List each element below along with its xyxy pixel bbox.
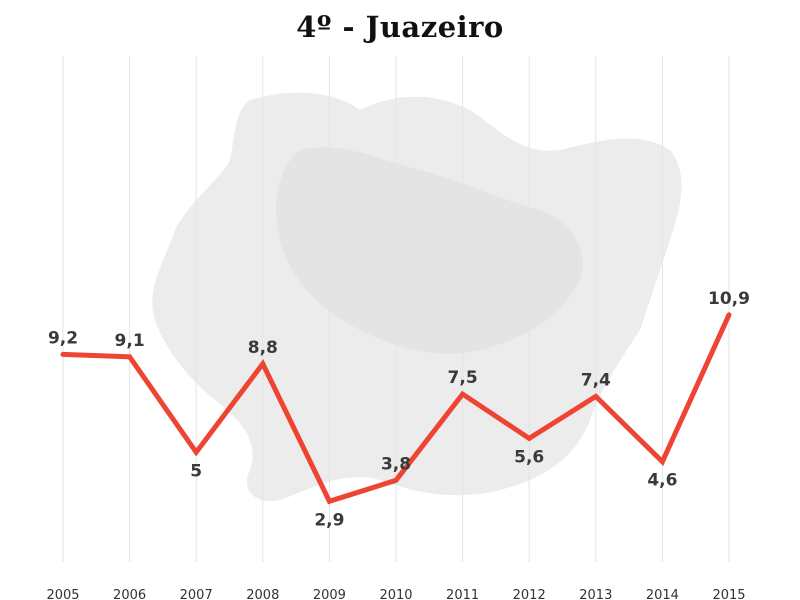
x-tick-label: 2014 bbox=[646, 588, 679, 600]
x-tick-label: 2013 bbox=[579, 588, 612, 600]
series-line-group bbox=[60, 312, 732, 505]
data-label: 5 bbox=[190, 461, 202, 481]
data-label: 8,8 bbox=[248, 338, 278, 358]
map-silhouette-icon bbox=[152, 92, 682, 501]
data-labels: 9,2 9,1 5 8,8 2,9 3,8 7,5 5,6 7,4 4,6 10,9 bbox=[48, 289, 750, 530]
vertical-grid bbox=[62, 56, 730, 562]
chart-title: 4º - Juazeiro bbox=[296, 10, 504, 44]
series-line bbox=[60, 312, 732, 505]
x-tick-label: 2006 bbox=[113, 588, 146, 600]
x-tick-label: 2015 bbox=[712, 588, 745, 600]
data-label: 9,1 bbox=[115, 331, 145, 351]
x-tick-label: 2007 bbox=[180, 588, 213, 600]
x-axis-ticks: 2005 2006 2007 2008 2009 2010 2011 2012 2013 2014… bbox=[46, 588, 745, 600]
data-label: 9,2 bbox=[48, 328, 78, 348]
x-tick-label: 2010 bbox=[379, 588, 412, 600]
x-tick-label: 2009 bbox=[313, 588, 346, 600]
data-label: 7,5 bbox=[448, 368, 478, 388]
data-label: 10,9 bbox=[708, 289, 750, 309]
data-label: 3,8 bbox=[381, 454, 411, 474]
data-label: 7,4 bbox=[581, 370, 611, 390]
data-label: 5,6 bbox=[514, 447, 544, 467]
x-tick-label: 2012 bbox=[513, 588, 546, 600]
data-label: 4,6 bbox=[647, 471, 677, 491]
data-label: 2,9 bbox=[314, 510, 344, 530]
x-tick-label: 2005 bbox=[46, 588, 79, 600]
x-tick-label: 2008 bbox=[246, 588, 279, 600]
x-tick-label: 2011 bbox=[446, 588, 479, 600]
